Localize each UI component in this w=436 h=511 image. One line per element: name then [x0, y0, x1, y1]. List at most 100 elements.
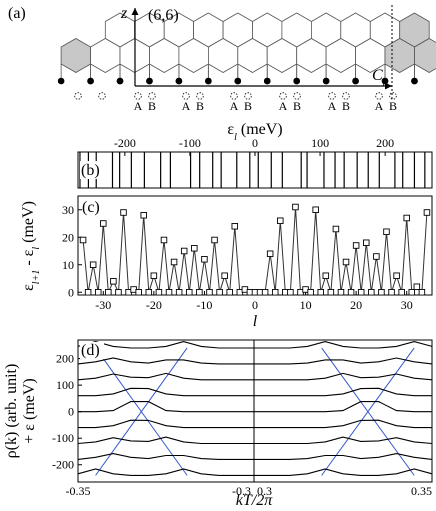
density-curve [77, 436, 433, 445]
marker [307, 289, 314, 296]
marker [312, 206, 319, 213]
label-part: ε [20, 284, 37, 291]
x-tick-label: 0 [252, 298, 258, 312]
marker [201, 256, 208, 263]
marker [277, 217, 284, 224]
atom [263, 77, 271, 85]
marker [115, 289, 122, 296]
atom [293, 77, 300, 85]
x-tick-label: 20 [350, 298, 362, 312]
marker [89, 261, 97, 269]
x-tick-label: -0.3 [232, 484, 251, 498]
site-label: B [196, 99, 204, 113]
marker [357, 289, 365, 296]
vacancy [134, 92, 142, 100]
marker [388, 289, 395, 296]
plot-frame [77, 195, 433, 296]
site-label: A [328, 99, 337, 113]
marker [378, 289, 385, 296]
marker [100, 220, 107, 227]
density-curve [77, 341, 433, 349]
x-tick-label: -100 [179, 136, 201, 150]
y-tick-label: 0 [68, 285, 74, 299]
atom [234, 77, 242, 85]
label-part: (meV) [237, 121, 283, 138]
atom [205, 77, 212, 85]
marker [368, 289, 375, 296]
density-curve [78, 419, 432, 429]
marker [140, 211, 147, 219]
site-label: A [375, 99, 384, 113]
marker [216, 289, 223, 296]
label-part: l [31, 247, 42, 250]
vacancy [375, 92, 383, 100]
site-label: B [389, 99, 397, 113]
marker [261, 289, 269, 296]
marker [327, 289, 335, 296]
x-tick-label: -0.35 [66, 484, 91, 498]
marker [211, 236, 218, 244]
marker [110, 278, 117, 285]
marker [413, 283, 421, 291]
x-tick-label: 10 [300, 298, 312, 312]
y-tick-label: 30 [62, 203, 74, 217]
label-bg [80, 161, 102, 179]
vacancy [148, 92, 156, 100]
marker [105, 289, 112, 296]
atom [175, 77, 183, 85]
y-tick-label: 200 [56, 352, 74, 366]
density-curve [77, 372, 433, 381]
x-axis-label: l [253, 313, 258, 330]
x-axis-label: kT/2π [236, 492, 273, 509]
atom [57, 77, 65, 85]
marker [393, 272, 400, 280]
marker [347, 289, 355, 296]
atom [322, 77, 330, 85]
marker [79, 236, 87, 244]
panel-label: (c) [82, 199, 100, 216]
hexagon [60, 38, 91, 73]
marker [94, 289, 102, 296]
x-tick-label: 30 [401, 298, 413, 312]
vector-label: Ch [372, 67, 388, 89]
data-line [82, 206, 428, 295]
marker [271, 289, 279, 296]
marker [180, 247, 188, 255]
vacancy [389, 92, 397, 100]
marker [398, 289, 405, 296]
marker [373, 253, 380, 260]
marker [403, 214, 410, 222]
vacancy [196, 92, 204, 100]
panel-label: (d) [81, 342, 100, 359]
marker [150, 272, 158, 280]
marker [120, 209, 127, 216]
label-part: (meV) [20, 201, 37, 247]
marker [292, 203, 299, 211]
vacancy [293, 92, 301, 100]
y-tick-label: 0 [68, 405, 74, 419]
marker [165, 289, 173, 296]
label-part: l+1 [31, 270, 42, 285]
vacancy [74, 92, 82, 100]
chirality: (6,6) [148, 7, 179, 24]
label-part: ε [227, 121, 234, 138]
marker [363, 239, 370, 246]
marker [206, 289, 213, 296]
marker [135, 289, 142, 296]
y-tick-label: 10 [62, 258, 74, 272]
x-tick-label: -10 [196, 298, 212, 312]
atom [352, 77, 359, 85]
site-label: A [134, 99, 143, 113]
density-curve [78, 401, 432, 413]
label-part: h [383, 78, 388, 89]
marker [287, 289, 294, 296]
x-tick-label: -200 [114, 136, 136, 150]
x-axis-label: εl (meV) [227, 121, 282, 143]
marker [342, 258, 350, 266]
marker [337, 289, 345, 296]
vacancy [342, 92, 350, 100]
right-plot [321, 347, 415, 476]
panel-label: (b) [81, 162, 100, 179]
x-tick-label: 200 [376, 136, 394, 150]
